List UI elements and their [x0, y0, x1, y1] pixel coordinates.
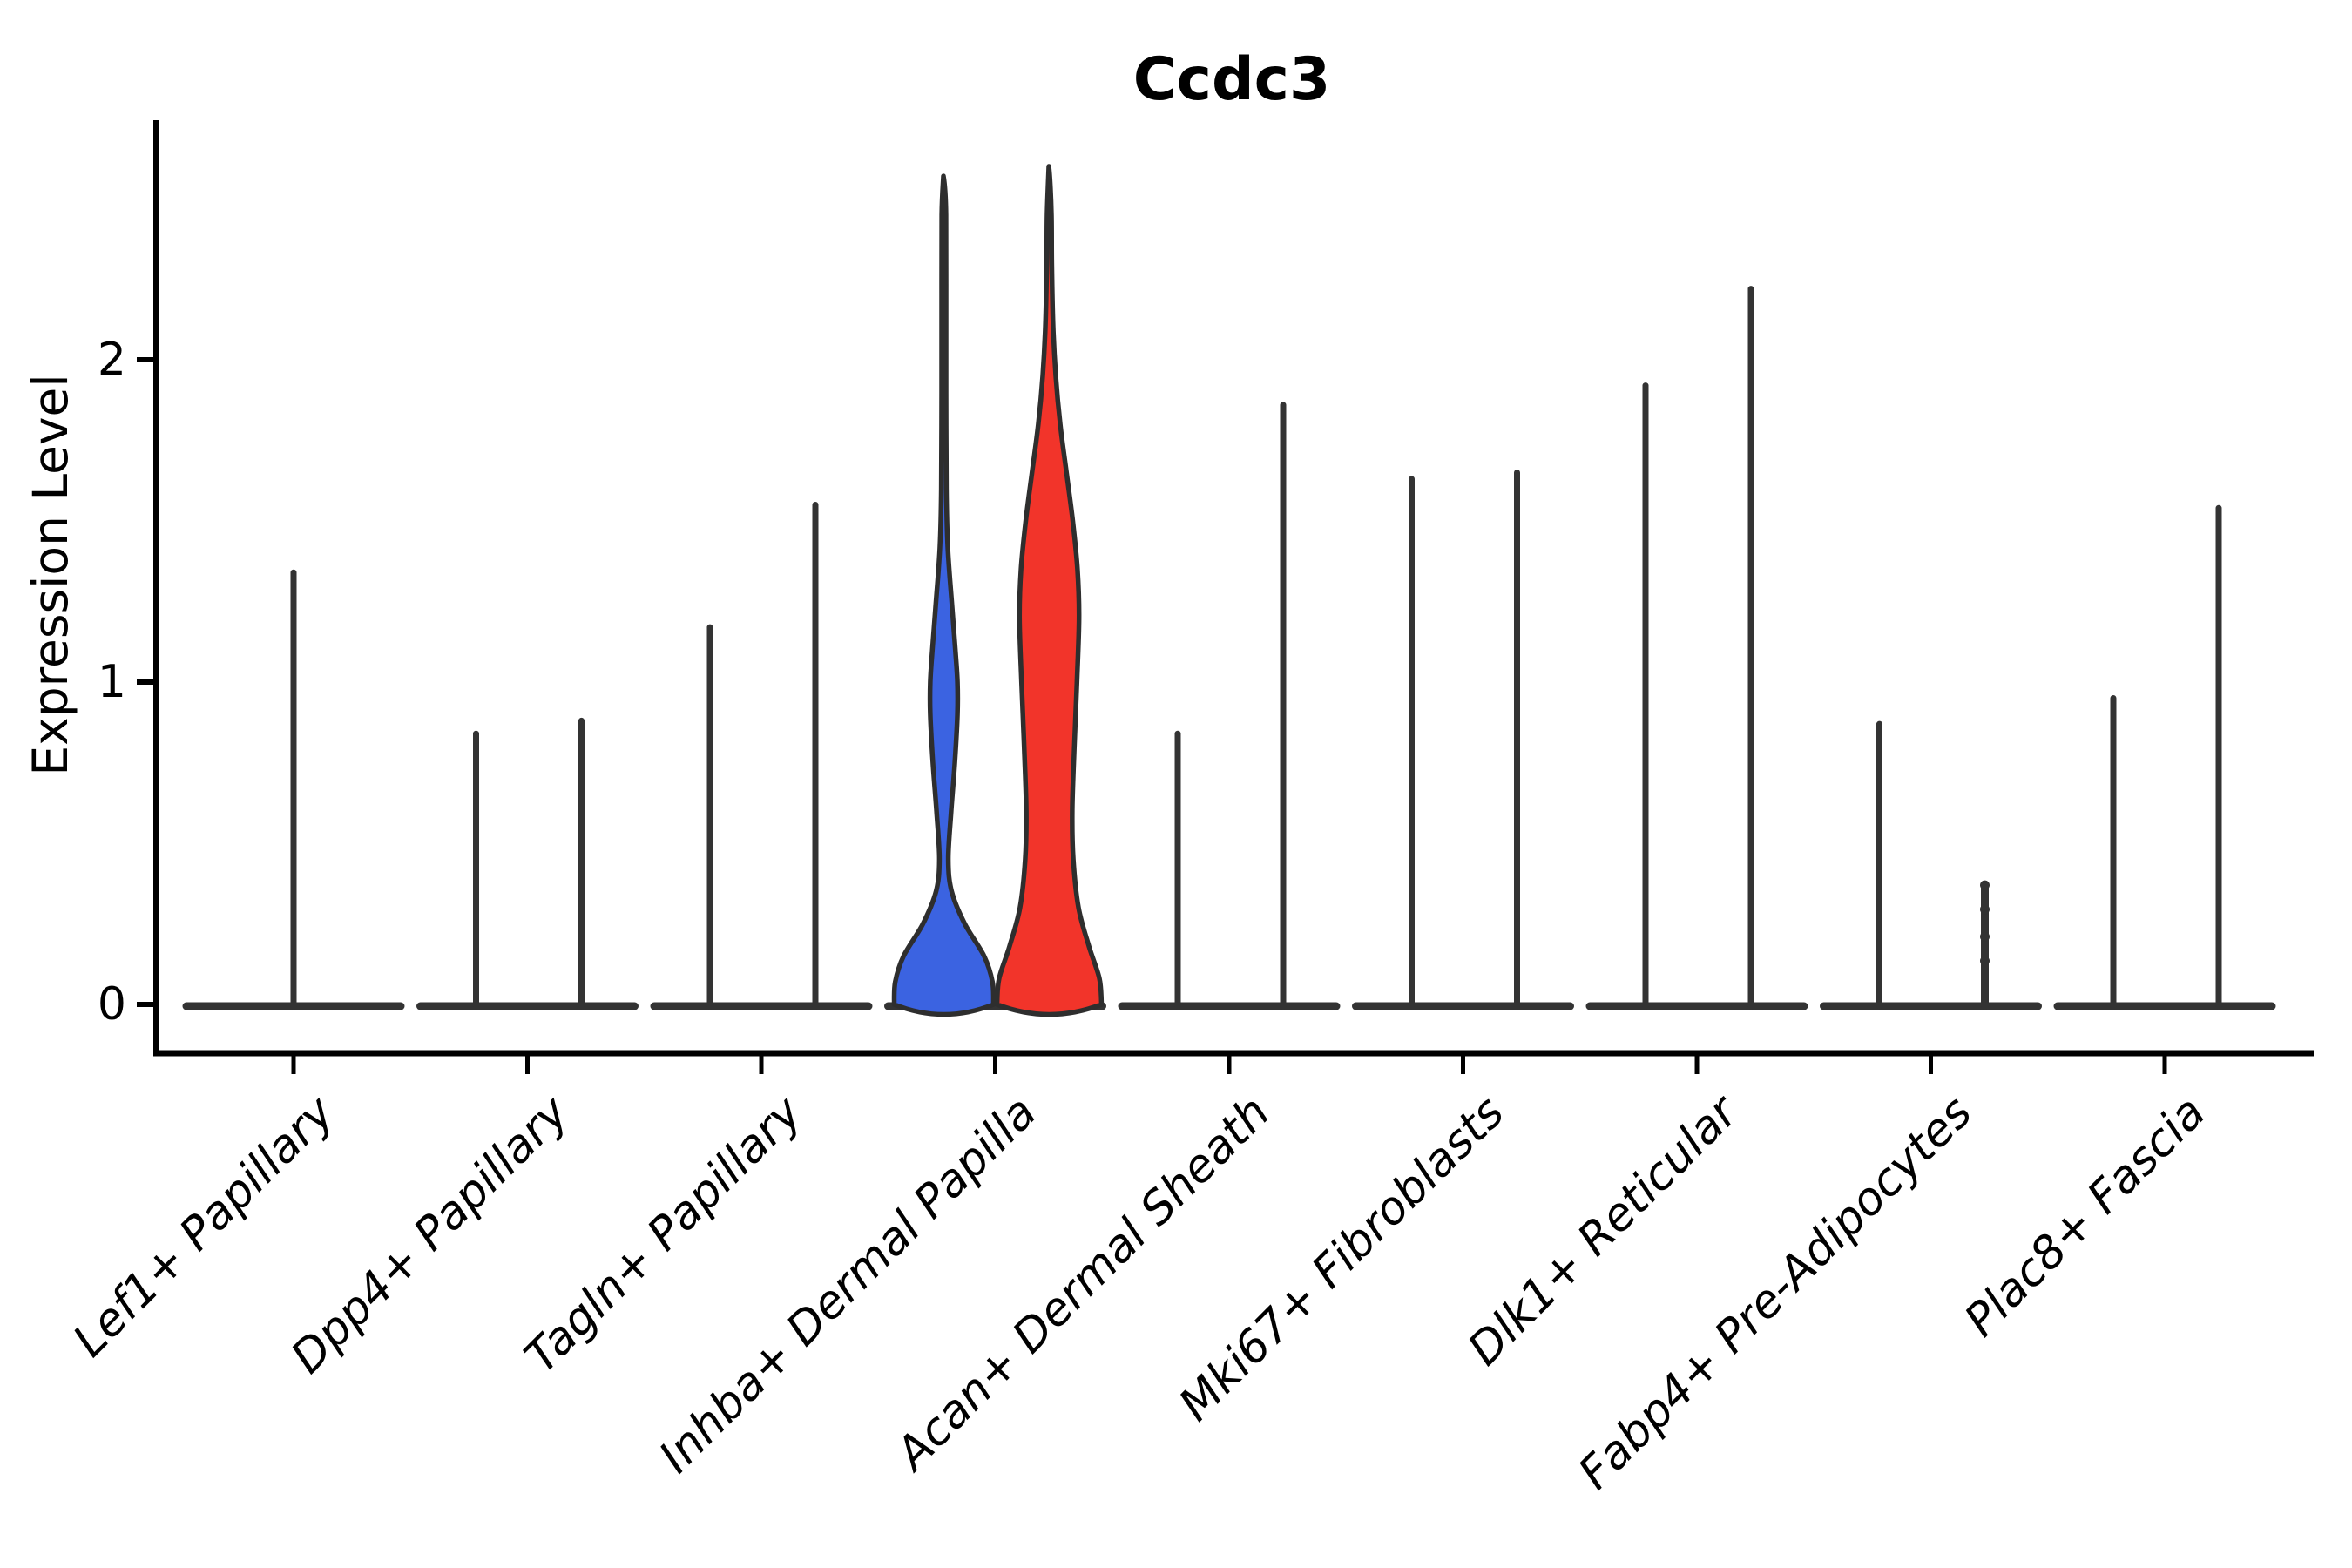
outlier-dot [1980, 956, 1990, 966]
violin-body-group1 [891, 173, 997, 1017]
outlier-dot [1980, 931, 1990, 942]
y-tick-label: 0 [97, 978, 126, 1031]
chart-title: Ccdc3 [1132, 45, 1331, 114]
y-tick-label: 2 [97, 334, 126, 386]
y-axis-label: Expression Level [23, 374, 78, 776]
violin-body-group2 [994, 164, 1105, 1017]
outlier-dot [1980, 904, 1990, 915]
outlier-dot [1980, 880, 1990, 890]
y-tick-label: 1 [97, 656, 126, 708]
